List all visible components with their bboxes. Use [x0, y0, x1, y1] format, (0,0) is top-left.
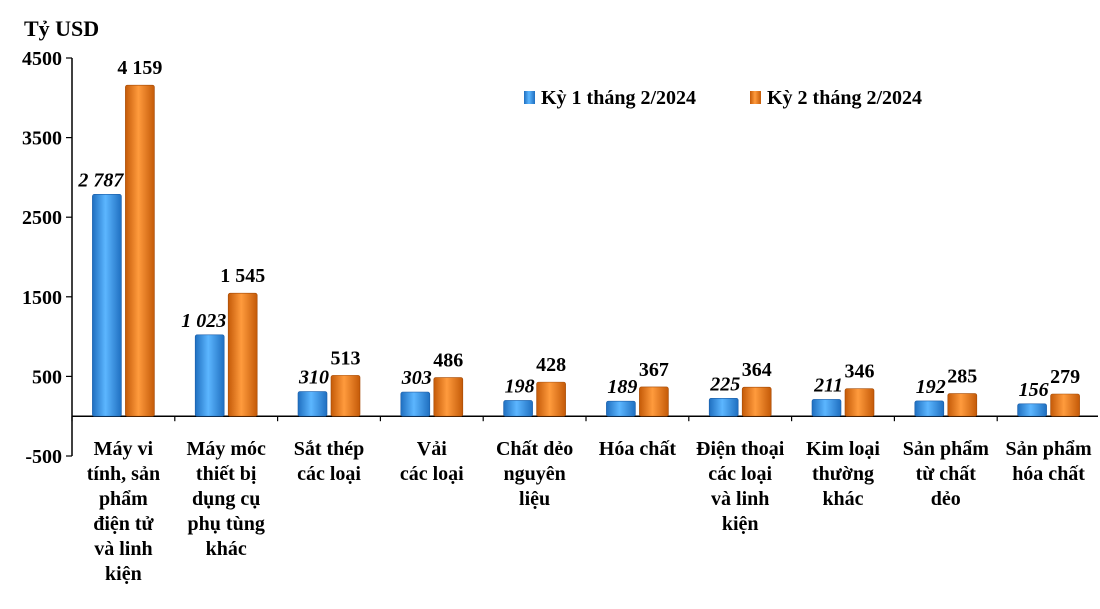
bar-ky2 — [844, 388, 875, 417]
bar-ky1 — [811, 399, 842, 417]
bar-ky2 — [639, 386, 669, 417]
bar-ky1 — [708, 397, 739, 417]
bar-ky1 — [1017, 403, 1047, 417]
category-label: Máy móc thiết bị dụng cụ phụ tùng khác — [186, 438, 266, 560]
bars — [92, 84, 1080, 417]
data-label-ky2: 285 — [947, 366, 977, 388]
bar-ky1 — [92, 194, 122, 417]
bar-ky1 — [400, 391, 431, 417]
category-label: Máy vi tính, sản phẩm điện tử và linh kiện — [87, 438, 160, 585]
bar-ky2 — [433, 377, 464, 417]
data-label-ky2: 513 — [331, 347, 361, 369]
category-labels: Máy vi tính, sản phẩm điện tử và linh kiện Máy… — [87, 438, 1092, 585]
y-tick-label: 1500 — [22, 287, 62, 309]
y-tick-label: 4500 — [22, 48, 62, 70]
y-tick-label: 2500 — [22, 207, 62, 229]
bar-ky1 — [297, 391, 328, 417]
data-label-ky2: 4 159 — [117, 57, 162, 79]
bar-ky1 — [503, 400, 533, 417]
bar-ky2 — [227, 292, 258, 417]
data-label-ky1: 189 — [607, 376, 637, 398]
data-label-ky1: 225 — [709, 373, 740, 395]
bar-ky1 — [606, 400, 636, 417]
data-label-ky2: 1 545 — [220, 265, 265, 287]
bar-ky2 — [947, 393, 978, 417]
category-label: Chất dẻo nguyên liệu — [496, 438, 573, 510]
data-label-ky1: 2 787 — [77, 169, 124, 191]
category-label: Sắt thép các loại — [294, 438, 365, 485]
y-tick-label: -500 — [25, 446, 62, 468]
y-axis-label: Tỷ USD — [24, 16, 99, 41]
legend-ky1-label: Kỳ 1 tháng 2/2024 — [541, 87, 696, 109]
data-label-ky1: 1 023 — [181, 310, 226, 332]
data-label-ky2: 486 — [433, 350, 463, 372]
bar-ky1 — [914, 400, 945, 417]
data-label-ky1: 198 — [505, 375, 535, 397]
legend-ky2-swatch — [750, 91, 761, 104]
y-tick-label: 500 — [32, 366, 62, 388]
bar-ky2 — [536, 381, 566, 417]
data-label-ky2: 428 — [536, 354, 566, 376]
bar-ky1 — [194, 334, 225, 417]
category-label: Vải các loại — [400, 438, 464, 485]
bar-ky2 — [1050, 393, 1080, 417]
bar-ky2 — [330, 375, 361, 417]
category-label: Sản phẩm hóa chất — [1006, 438, 1092, 485]
bar-ky2 — [741, 386, 772, 417]
data-label-ky2: 279 — [1050, 366, 1080, 388]
legend: Kỳ 1 tháng 2/2024 Kỳ 2 tháng 2/2024 — [524, 87, 922, 109]
data-label-ky1: 192 — [916, 376, 946, 398]
data-label-ky2: 367 — [639, 359, 669, 381]
data-label-ky1: 310 — [298, 367, 329, 389]
data-label-ky2: 364 — [742, 359, 772, 381]
data-label-ky1: 156 — [1019, 379, 1049, 401]
data-label-ky2: 346 — [845, 361, 875, 383]
category-label: Kim loại thường khác — [806, 438, 880, 510]
legend-ky2-label: Kỳ 2 tháng 2/2024 — [767, 87, 922, 109]
legend-ky1-swatch — [524, 91, 535, 104]
y-tick-label: 3500 — [22, 128, 62, 150]
category-label: Hóa chất — [599, 438, 677, 460]
data-label-ky1: 303 — [401, 367, 432, 389]
bar-ky2 — [125, 84, 155, 417]
category-label: Điện thoại các loại và linh kiện — [696, 438, 785, 535]
category-label: Sản phẩm từ chất dẻo — [903, 438, 989, 510]
data-label-ky1: 211 — [813, 374, 843, 396]
